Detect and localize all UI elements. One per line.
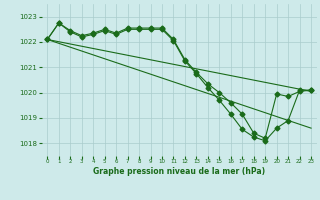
X-axis label: Graphe pression niveau de la mer (hPa): Graphe pression niveau de la mer (hPa) [93,167,265,176]
